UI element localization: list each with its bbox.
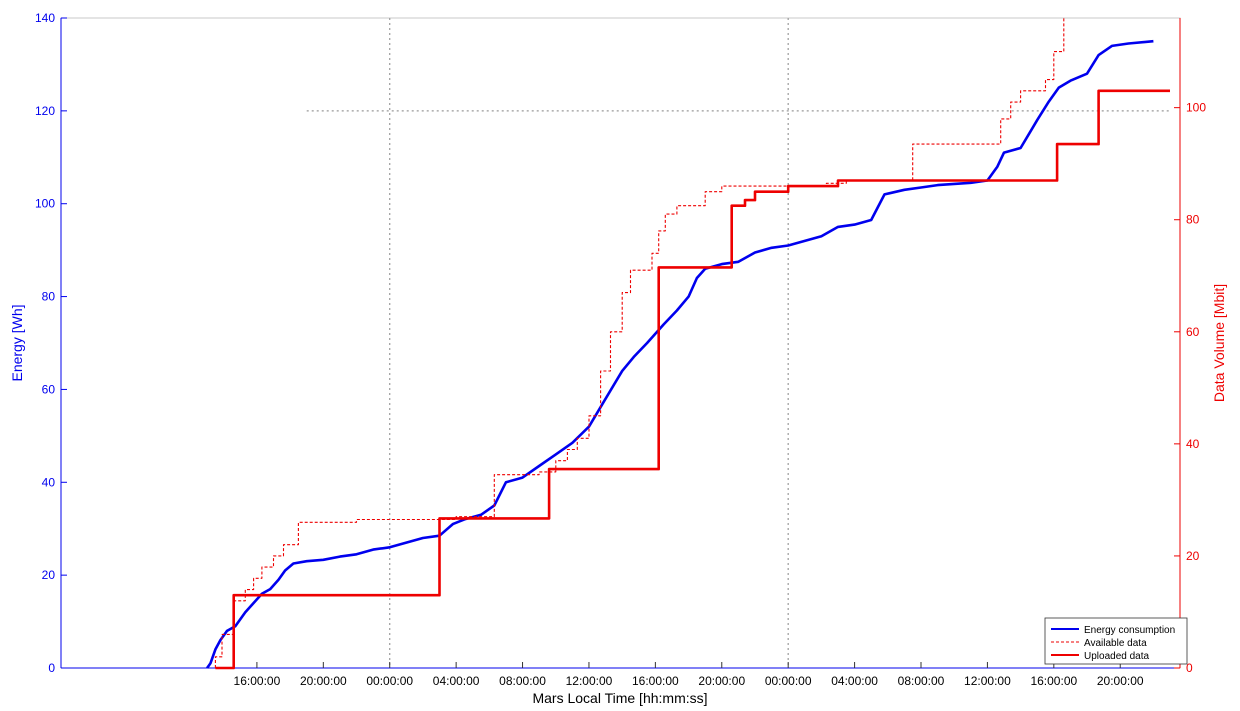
series-line-uploaded-data [215, 89, 1170, 670]
y-right-tick-label: 60 [1186, 325, 1200, 339]
x-tick-label: 12:00:00 [566, 674, 613, 688]
x-tick-label: 16:00:00 [1030, 674, 1077, 688]
y-right-tick-label: 0 [1186, 661, 1193, 675]
x-tick-label: 20:00:00 [698, 674, 745, 688]
series-line-energy-consumption [206, 39, 1154, 669]
y-left-tick-label: 100 [35, 197, 55, 211]
x-tick-label: 04:00:00 [831, 674, 878, 688]
x-tick-label: 08:00:00 [499, 674, 546, 688]
legend: Energy consumption Available data Upload… [1044, 617, 1188, 665]
series-line-available-data [214, 18, 1065, 668]
x-tick-label: 00:00:00 [765, 674, 812, 688]
y-left-tick-label: 60 [42, 382, 56, 396]
y-left-tick-label: 40 [42, 475, 56, 489]
y-left-tick-label: 80 [42, 290, 56, 304]
y-left-tick-label: 0 [48, 661, 55, 675]
x-tick-label: 04:00:00 [433, 674, 480, 688]
data-series [206, 18, 1170, 670]
legend-label-energy: Energy consumption [1084, 625, 1175, 636]
y-left-tick-label: 120 [35, 104, 55, 118]
y-right-tick-label: 40 [1186, 437, 1200, 451]
legend-label-available: Available data [1084, 638, 1147, 649]
x-tick-label: 00:00:00 [366, 674, 413, 688]
x-axis-label: Mars Local Time [hh:mm:ss] [532, 690, 707, 706]
y-axis-right-label: Data Volume [Mbit] [1211, 284, 1227, 402]
legend-label-uploaded: Uploaded data [1084, 651, 1149, 662]
y-right-tick-label: 20 [1186, 549, 1200, 563]
x-tick-label: 16:00:00 [632, 674, 679, 688]
axis-ticks: 0 20 40 60 80 100 120 140 0 20 40 60 80 100 16:00:00 20… [35, 11, 1206, 688]
y-axis-left-label: Energy [Wh] [9, 304, 25, 381]
grid-lines [306, 18, 1171, 668]
y-left-tick-label: 140 [35, 11, 55, 25]
x-tick-label: 16:00:00 [234, 674, 281, 688]
x-tick-label: 20:00:00 [300, 674, 347, 688]
x-tick-label: 20:00:00 [1097, 674, 1144, 688]
plot-frame [60, 17, 1181, 669]
legend-box [1044, 617, 1188, 665]
y-right-tick-label: 100 [1186, 101, 1206, 115]
y-left-tick-label: 20 [42, 568, 56, 582]
y-right-tick-label: 80 [1186, 213, 1200, 227]
x-tick-label: 08:00:00 [898, 674, 945, 688]
x-tick-label: 12:00:00 [964, 674, 1011, 688]
